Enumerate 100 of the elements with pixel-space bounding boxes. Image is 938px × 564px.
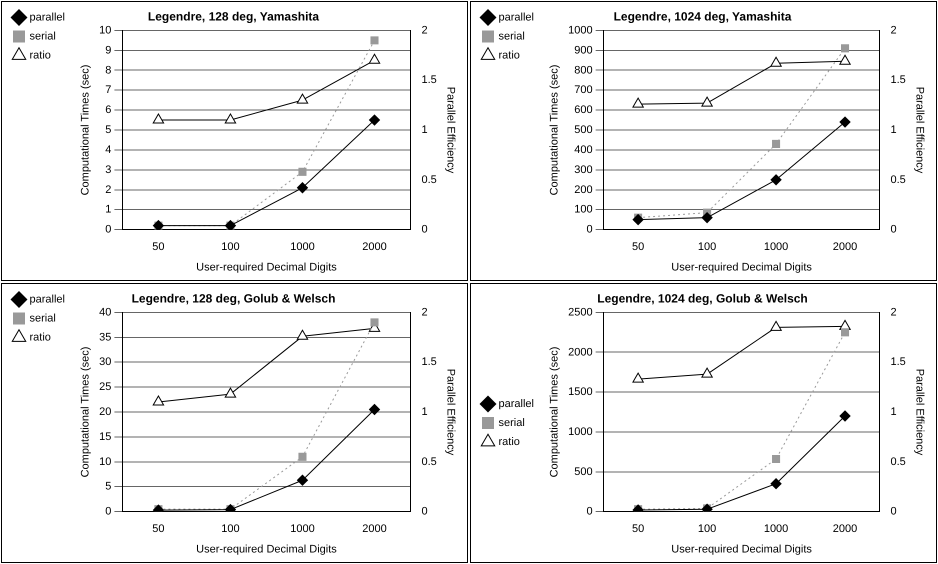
y-tick-label: 3 — [105, 164, 112, 176]
chart-title: Legendre, 1024 deg, Golub & Welsch — [597, 292, 808, 306]
y2-tick-label: 1 — [890, 124, 897, 136]
point — [152, 396, 164, 406]
y-tick-label: 25 — [99, 381, 112, 394]
x-axis-title: User-required Decimal Digits — [671, 543, 812, 556]
y2-tick-label: 2 — [890, 306, 897, 318]
point — [368, 54, 380, 64]
legend-label: serial — [498, 30, 525, 43]
point — [152, 114, 164, 124]
y-tick-label: 0 — [105, 224, 112, 236]
x-tick-label: 1000 — [290, 241, 315, 254]
y-tick-label: 100 — [574, 204, 593, 216]
y2-tick-label: 1.5 — [890, 356, 906, 368]
y-axis-title: Computational Times (sec) — [80, 64, 92, 196]
point — [772, 454, 780, 464]
y-tick-label: 800 — [574, 64, 593, 76]
y-tick-label: 5 — [105, 124, 112, 136]
x-tick-label: 2000 — [362, 523, 387, 536]
x-tick-label: 2000 — [832, 523, 858, 536]
y-tick-label: 2000 — [568, 346, 593, 358]
point — [368, 114, 380, 126]
chart-title: Legendre, 128 deg, Yamashita — [148, 10, 320, 24]
legend-label: ratio — [30, 332, 51, 344]
point — [840, 410, 851, 422]
y2-axis-title: Parallel Efficiency — [913, 86, 926, 174]
y2-tick-label: 0.5 — [422, 456, 437, 468]
y2-tick-label: 0 — [890, 506, 897, 518]
y-tick-label: 200 — [574, 184, 593, 196]
legend-label: serial — [498, 417, 525, 430]
y-tick-label: 1000 — [568, 426, 593, 438]
point — [770, 174, 782, 186]
point — [840, 328, 850, 336]
x-tick-label: 1000 — [764, 241, 788, 254]
point — [839, 54, 851, 65]
point — [224, 388, 236, 398]
y-tick-label: 30 — [99, 356, 112, 368]
legend-label: ratio — [498, 50, 520, 62]
y2-tick-label: 0.5 — [422, 174, 437, 186]
point — [298, 168, 307, 176]
point — [840, 116, 851, 128]
y-axis-title: Computational Times (sec) — [548, 64, 561, 196]
y-tick-label: 10 — [99, 24, 112, 36]
y-tick-label: 15 — [99, 430, 112, 443]
x-tick-label: 50 — [152, 241, 165, 254]
x-tick-label: 2000 — [832, 241, 858, 254]
y-tick-label: 7 — [105, 84, 112, 96]
y2-tick-label: 1.5 — [890, 74, 906, 86]
legend-label: ratio — [30, 50, 51, 62]
point — [632, 214, 644, 226]
point — [368, 404, 380, 416]
y-tick-label: 9 — [105, 44, 112, 56]
legend-label: parallel — [498, 398, 534, 410]
point — [370, 318, 379, 326]
x-tick-label: 100 — [221, 241, 240, 254]
y-tick-label: 300 — [574, 164, 593, 176]
y-tick-label: 6 — [105, 104, 112, 116]
y2-tick-label: 0 — [890, 224, 897, 236]
x-tick-label: 100 — [698, 241, 716, 254]
chart-title: Legendre, 1024 deg, Yamashita — [614, 10, 792, 24]
y2-tick-label: 1.5 — [422, 74, 437, 86]
y-tick-label: 35 — [99, 331, 112, 344]
y-tick-label: 0 — [586, 506, 593, 518]
point — [770, 320, 782, 331]
point — [770, 478, 782, 490]
y-tick-label: 1000 — [568, 24, 593, 36]
y-tick-label: 10 — [99, 456, 112, 468]
y2-tick-label: 0 — [422, 224, 428, 236]
point — [296, 474, 308, 486]
point — [296, 94, 308, 104]
y-tick-label: 400 — [574, 144, 593, 156]
legend-label: ratio — [498, 436, 520, 448]
y-tick-label: 8 — [105, 64, 112, 76]
y-axis-title: Computational Times (sec) — [548, 346, 561, 478]
legend-label: parallel — [30, 294, 65, 306]
y-tick-label: 700 — [574, 84, 593, 96]
y-tick-label: 1 — [105, 204, 112, 216]
point — [701, 368, 713, 378]
x-tick-label: 1000 — [290, 523, 315, 536]
y2-tick-label: 1.5 — [422, 356, 437, 368]
chart-title: Legendre, 128 deg, Golub & Welsch — [132, 292, 336, 306]
point — [296, 182, 308, 194]
point — [702, 212, 713, 224]
y-tick-label: 40 — [99, 306, 112, 318]
x-axis-title: User-required Decimal Digits — [196, 543, 338, 556]
y-axis-title: Computational Times (sec) — [80, 346, 92, 478]
point — [224, 114, 236, 124]
y2-tick-label: 2 — [890, 24, 897, 36]
y2-tick-label: 0.5 — [890, 174, 906, 186]
legend-label: serial — [30, 30, 56, 43]
x-axis-title: User-required Decimal Digits — [196, 261, 338, 274]
y2-tick-label: 1 — [890, 406, 897, 418]
y2-tick-label: 1 — [422, 124, 428, 136]
y-tick-label: 1500 — [568, 386, 593, 398]
point — [296, 330, 308, 340]
legend-label: parallel — [30, 12, 65, 24]
y2-tick-label: 2 — [422, 24, 428, 36]
x-tick-label: 100 — [698, 523, 716, 536]
y-tick-label: 20 — [99, 406, 112, 418]
point — [370, 36, 379, 44]
